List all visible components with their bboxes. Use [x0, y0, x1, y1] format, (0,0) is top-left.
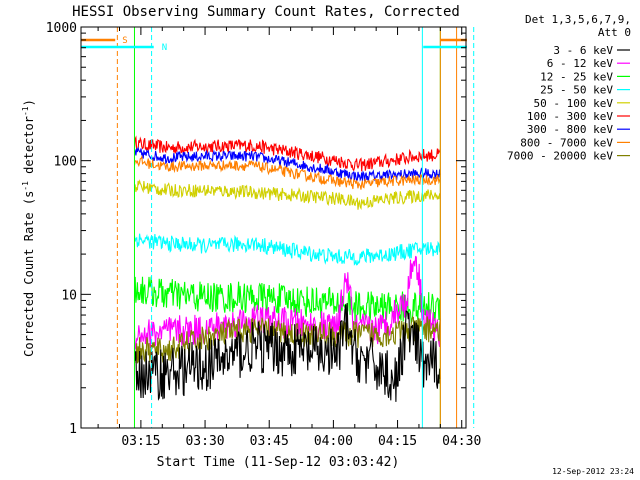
legend-label: 7000 - 20000 keV — [507, 150, 613, 163]
x-axis-label: Start Time (11-Sep-12 03:03:42) — [157, 455, 400, 470]
legend-header-line2: Att 0 — [598, 26, 631, 39]
x-tick-label: 04:30 — [442, 434, 481, 449]
series-line-100-300-kev — [133, 135, 441, 172]
series-line-50-100-kev — [134, 179, 441, 211]
y-axis-label: Corrected Count Rate (s-1 detector-1) — [21, 99, 36, 357]
axes: 03:15 03:30 03:45 04:00 04:15 04:30 1 10 100 1000 — [46, 21, 482, 449]
y-axis-label-end: ) — [22, 99, 36, 106]
legend-label: 100 - 300 keV — [527, 110, 613, 123]
y-tick-label: 1 — [69, 422, 77, 437]
series-line-12-25-kev — [133, 276, 441, 324]
y-axis-label-mid: detector — [22, 116, 36, 181]
legend-label: 6 - 12 keV — [547, 57, 614, 70]
plot-frame — [80, 26, 467, 429]
x-tick-label: 03:15 — [121, 434, 160, 449]
legend-label: 12 - 25 keV — [540, 70, 613, 83]
chart-title: HESSI Observing Summary Count Rates, Cor… — [72, 4, 460, 20]
flag-label-n: N — [162, 43, 167, 53]
legend-label: 25 - 50 keV — [540, 84, 613, 97]
y-tick-label: 100 — [54, 155, 77, 170]
legend-label: 3 - 6 keV — [553, 44, 613, 57]
y-axis-label-sup1: -1 — [21, 181, 30, 191]
x-tick-label: 04:00 — [314, 434, 353, 449]
x-tick-label: 04:15 — [378, 434, 417, 449]
y-axis-label-main: Corrected Count Rate (s — [22, 191, 36, 357]
legend-header-line1: Det 1,3,5,6,7,9, — [525, 13, 631, 26]
series-line-25-50-kev — [133, 233, 441, 266]
legend-label: 50 - 100 keV — [534, 97, 614, 110]
footer-timestamp: 12-Sep-2012 23:24 — [552, 467, 634, 476]
y-axis-label-sup2: -1 — [21, 106, 30, 116]
x-tick-label: 03:30 — [185, 434, 224, 449]
flag-label-s: S — [122, 36, 127, 46]
y-tick-label: 1000 — [46, 21, 77, 36]
series-line-300-800-kev — [133, 146, 441, 183]
y-tick-label: 10 — [61, 288, 77, 303]
x-tick-label: 03:45 — [250, 434, 289, 449]
legend-label: 800 - 7000 keV — [520, 136, 613, 149]
legend-label: 300 - 800 keV — [527, 123, 613, 136]
series-line-3-6-kev — [133, 302, 441, 402]
series-line-800-7000-kev — [133, 155, 441, 190]
